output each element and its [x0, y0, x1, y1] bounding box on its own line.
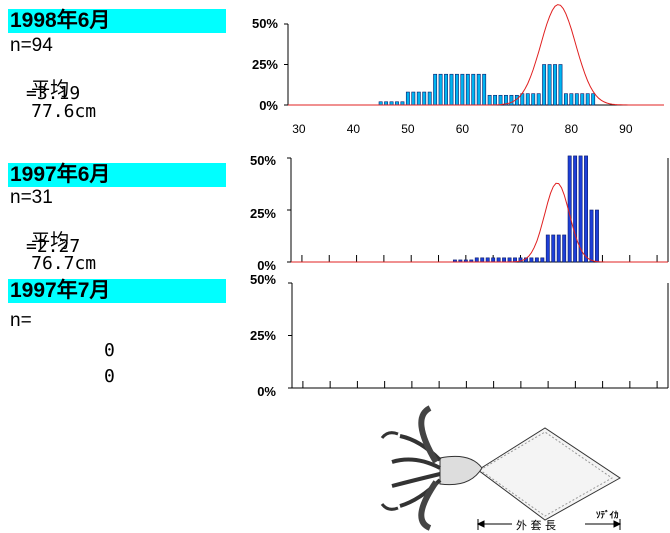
mean-row: 平均 76.7cm	[10, 209, 96, 297]
bar	[496, 257, 501, 263]
bar	[578, 155, 583, 263]
y-tick-label: 25%	[249, 206, 276, 221]
y-tick-label: 0%	[257, 258, 276, 273]
bar	[509, 94, 514, 106]
bar	[438, 73, 443, 106]
species-caption: ｿﾃﾞｲｶ	[596, 511, 619, 521]
bar	[507, 257, 512, 263]
bar	[422, 91, 427, 106]
bar	[465, 73, 470, 106]
mean-row: 平均 77.6cm	[10, 57, 96, 145]
bar	[556, 234, 561, 263]
y-tick-label: 50%	[249, 272, 276, 287]
bar	[591, 93, 596, 106]
bar	[454, 73, 459, 106]
sd-label: =2.27	[26, 236, 81, 257]
bar	[536, 93, 541, 106]
bar	[498, 94, 503, 106]
x-tick-label: 60	[456, 122, 470, 136]
bar	[504, 94, 508, 106]
bar	[589, 209, 594, 263]
sd-value: 0	[104, 366, 115, 387]
bar	[518, 257, 523, 263]
panel-header: 1997年6月	[8, 163, 226, 187]
bar	[433, 73, 438, 106]
bar	[502, 257, 507, 263]
panel-header: 1997年7月	[8, 279, 226, 303]
panel-header: 1998年6月	[8, 9, 226, 33]
bar	[585, 93, 590, 106]
bar	[547, 64, 552, 106]
bar	[411, 91, 416, 106]
bar	[449, 73, 454, 106]
bar	[542, 64, 547, 106]
y-tick-label: 25%	[251, 57, 278, 72]
bar	[525, 93, 530, 106]
bar	[480, 257, 485, 263]
n-value: 0	[104, 340, 115, 361]
n-label: n=	[10, 310, 32, 331]
bar	[529, 257, 534, 263]
bar	[534, 257, 539, 263]
bar	[427, 91, 432, 106]
mean-value: 77.6cm	[31, 101, 97, 122]
x-tick-label: 50	[401, 122, 415, 136]
bar	[405, 91, 410, 106]
x-tick-label: 90	[619, 122, 633, 136]
bar	[491, 257, 496, 263]
x-tick-label: 80	[565, 122, 579, 136]
mean-label: 平均	[31, 231, 70, 252]
sd-label: =3.19	[26, 83, 81, 104]
bar	[553, 64, 557, 106]
bar	[558, 64, 563, 106]
bar	[562, 234, 567, 263]
bar	[416, 91, 421, 106]
y-tick-label: 50%	[249, 153, 276, 168]
bar	[569, 93, 574, 106]
bar	[595, 209, 599, 263]
bar	[444, 73, 448, 106]
x-tick-label: 40	[347, 122, 361, 136]
bar	[471, 73, 476, 106]
fitted-curve	[288, 4, 664, 106]
fitted-curve	[291, 182, 668, 263]
bar	[493, 94, 498, 106]
mean-value: 76.7cm	[31, 253, 97, 274]
bar	[545, 234, 550, 263]
bar	[584, 155, 588, 263]
n-label: n=31	[10, 187, 53, 208]
bar	[563, 93, 568, 106]
bar	[482, 73, 487, 106]
bar	[460, 73, 465, 106]
bar	[487, 94, 492, 106]
x-tick-label: 70	[510, 122, 524, 136]
y-tick-label: 25%	[249, 328, 276, 343]
bar	[476, 73, 481, 106]
bar	[540, 257, 545, 263]
x-tick-label: 30	[292, 122, 306, 136]
bar	[574, 93, 579, 106]
bar	[474, 257, 479, 263]
bar	[485, 257, 490, 263]
bar	[531, 93, 536, 106]
n-label: n=94	[10, 35, 53, 56]
bar	[580, 93, 585, 106]
y-tick-label: 0%	[257, 384, 276, 399]
y-tick-label: 50%	[251, 16, 278, 31]
mantle-length-caption: 外 套 長	[516, 519, 556, 532]
mean-label: 平均	[31, 79, 70, 100]
y-tick-label: 0%	[259, 98, 278, 113]
bar	[573, 155, 578, 263]
bar	[551, 234, 556, 263]
